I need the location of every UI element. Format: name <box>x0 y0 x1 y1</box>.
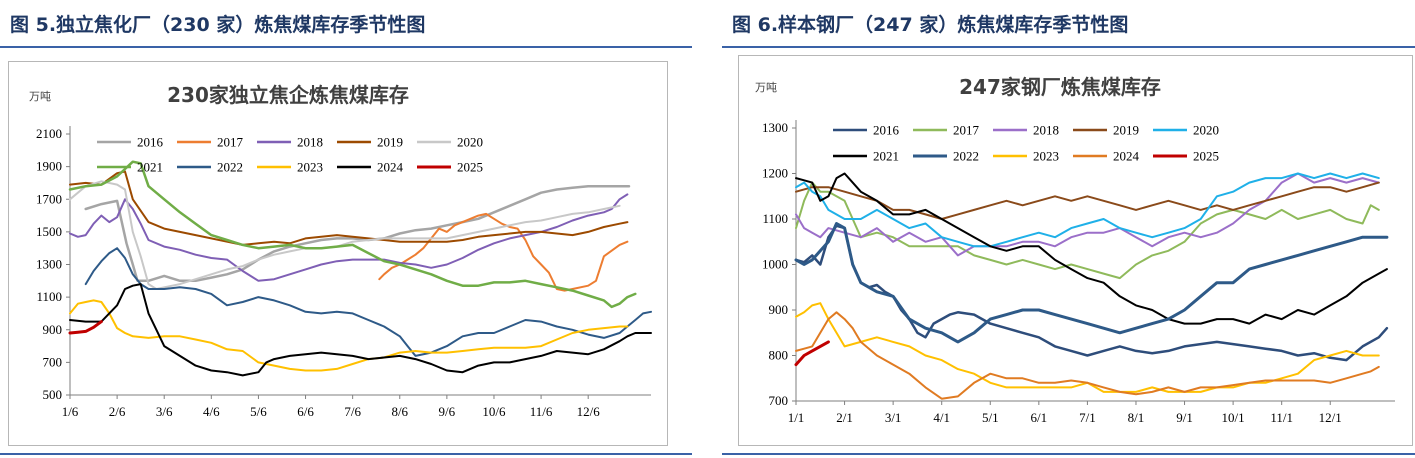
x-tick-label: 6/6 <box>297 404 314 419</box>
legend-label-2017: 2017 <box>217 135 244 150</box>
legend-label-2021: 2021 <box>873 149 899 164</box>
x-tick-label: 2/6 <box>109 404 126 419</box>
x-tick-label: 2/1 <box>836 410 853 425</box>
legend-label-2017: 2017 <box>953 123 980 138</box>
legend-label-2016: 2016 <box>137 135 164 150</box>
x-tick-label: 7/6 <box>344 404 361 419</box>
y-tick-label: 700 <box>769 393 789 408</box>
x-tick-label: 8/1 <box>1128 410 1145 425</box>
x-tick-label: 10/1 <box>1222 410 1245 425</box>
y-tick-label: 900 <box>43 322 63 337</box>
x-tick-label: 7/1 <box>1079 410 1096 425</box>
x-tick-label: 8/6 <box>391 404 408 419</box>
chart-frame: 247家钢厂炼焦煤库存 万吨 700 800 900 1000 1100 1200 1300 1/… <box>738 55 1413 446</box>
y-unit-label: 万吨 <box>29 90 51 103</box>
x-tick-label: 3/1 <box>885 410 902 425</box>
legend-label-2025: 2025 <box>1193 149 1219 164</box>
x-tick-label: 6/1 <box>1031 410 1048 425</box>
legend-label-2020: 2020 <box>457 135 483 150</box>
chart-title: 230家独立焦企炼焦煤库存 <box>167 83 409 107</box>
series-line-2023 <box>69 299 629 372</box>
series-line-2016 <box>84 184 631 283</box>
y-tick-label: 1100 <box>36 289 62 304</box>
series-line-2024 <box>69 283 652 377</box>
series-line-2025 <box>68 320 103 335</box>
legend-label-2020: 2020 <box>1193 123 1219 138</box>
x-tick-label: 11/6 <box>530 404 553 419</box>
x-tick-label: 4/1 <box>933 410 950 425</box>
series-line-2021 <box>68 160 637 309</box>
y-tick-label: 1900 <box>36 159 62 174</box>
footer-rule <box>0 453 692 455</box>
chart-svg: 247家钢厂炼焦煤库存 万吨 700 800 900 1000 1100 1200 1300 1/… <box>755 75 1395 425</box>
heading-rule <box>0 46 692 48</box>
x-tick-label: 11/1 <box>1270 410 1293 425</box>
x-tick-label: 4/6 <box>203 404 220 419</box>
series-line-2025 <box>794 340 830 367</box>
legend-label-2021: 2021 <box>137 160 163 175</box>
y-tick-label: 800 <box>769 348 789 363</box>
x-tick-label: 1/6 <box>62 404 79 419</box>
series-line-2020 <box>795 172 1380 248</box>
x-tick-label: 9/6 <box>439 404 456 419</box>
y-unit-label: 万吨 <box>755 81 777 94</box>
chart-frame: 230家独立焦企炼焦煤库存 万吨 500 700 900 1100 1300 1500 1700… <box>8 61 668 446</box>
series-line-2021 <box>795 172 1388 325</box>
y-tick-label: 1700 <box>36 191 62 206</box>
chart-svg: 230家独立焦企炼焦煤库存 万吨 500 700 900 1100 1300 1500 1700… <box>29 83 652 419</box>
footer-rule <box>722 453 1415 455</box>
legend-label-2019: 2019 <box>377 135 403 150</box>
y-tick-label: 1300 <box>762 120 788 135</box>
panel-figure-5: 图 5.独立焦化厂（230 家）炼焦煤库存季节性图 230家独立焦企炼焦煤库存 万… <box>0 0 692 458</box>
legend-label-2024: 2024 <box>377 160 404 175</box>
series-line-2022 <box>794 222 1389 344</box>
chart-title: 247家钢厂炼焦煤库存 <box>959 75 1161 99</box>
y-tick-label: 700 <box>43 354 63 369</box>
legend-label-2019: 2019 <box>1113 123 1139 138</box>
series-line-2017 <box>795 181 1380 280</box>
legend-label-2022: 2022 <box>953 149 979 164</box>
x-tick-label: 5/6 <box>250 404 267 419</box>
y-tick-label: 1200 <box>762 166 788 181</box>
y-tick-label: 1100 <box>762 211 788 226</box>
x-tick-label: 5/1 <box>982 410 999 425</box>
series-line-2019 <box>69 170 629 246</box>
x-tick-label: 9/1 <box>1176 410 1193 425</box>
y-tick-label: 1000 <box>762 257 788 272</box>
legend-label-2018: 2018 <box>1033 123 1059 138</box>
figure-heading: 图 6.样本钢厂（247 家）炼焦煤库存季节性图 <box>732 14 1129 36</box>
y-tick-label: 900 <box>769 302 789 317</box>
panel-figure-6: 图 6.样本钢厂（247 家）炼焦煤库存季节性图 247家钢厂炼焦煤库存 万吨 70… <box>722 0 1415 458</box>
legend-label-2022: 2022 <box>217 160 243 175</box>
x-tick-label: 12/6 <box>577 404 601 419</box>
x-tick-label: 1/1 <box>788 410 805 425</box>
legend-label-2025: 2025 <box>457 160 483 175</box>
y-tick-label: 2100 <box>36 126 62 141</box>
figure-heading: 图 5.独立焦化厂（230 家）炼焦煤库存季节性图 <box>10 14 426 36</box>
legend-label-2023: 2023 <box>1033 149 1059 164</box>
legend-label-2024: 2024 <box>1113 149 1140 164</box>
series-line-2017 <box>378 212 629 292</box>
series-line-2019 <box>795 181 1380 220</box>
legend-label-2016: 2016 <box>873 123 900 138</box>
y-tick-label: 500 <box>43 387 63 402</box>
x-tick-label: 12/1 <box>1319 410 1342 425</box>
legend-label-2023: 2023 <box>297 160 323 175</box>
series-line-2018 <box>795 172 1380 257</box>
legend-label-2018: 2018 <box>297 135 323 150</box>
series-line-2022 <box>84 247 652 357</box>
y-tick-label: 1500 <box>36 224 62 239</box>
series-line-2023 <box>795 302 1380 393</box>
x-tick-label: 10/6 <box>482 404 506 419</box>
x-tick-label: 3/6 <box>156 404 173 419</box>
y-tick-label: 1300 <box>36 257 62 272</box>
heading-rule <box>722 46 1415 48</box>
series-line-2024 <box>795 311 1380 400</box>
